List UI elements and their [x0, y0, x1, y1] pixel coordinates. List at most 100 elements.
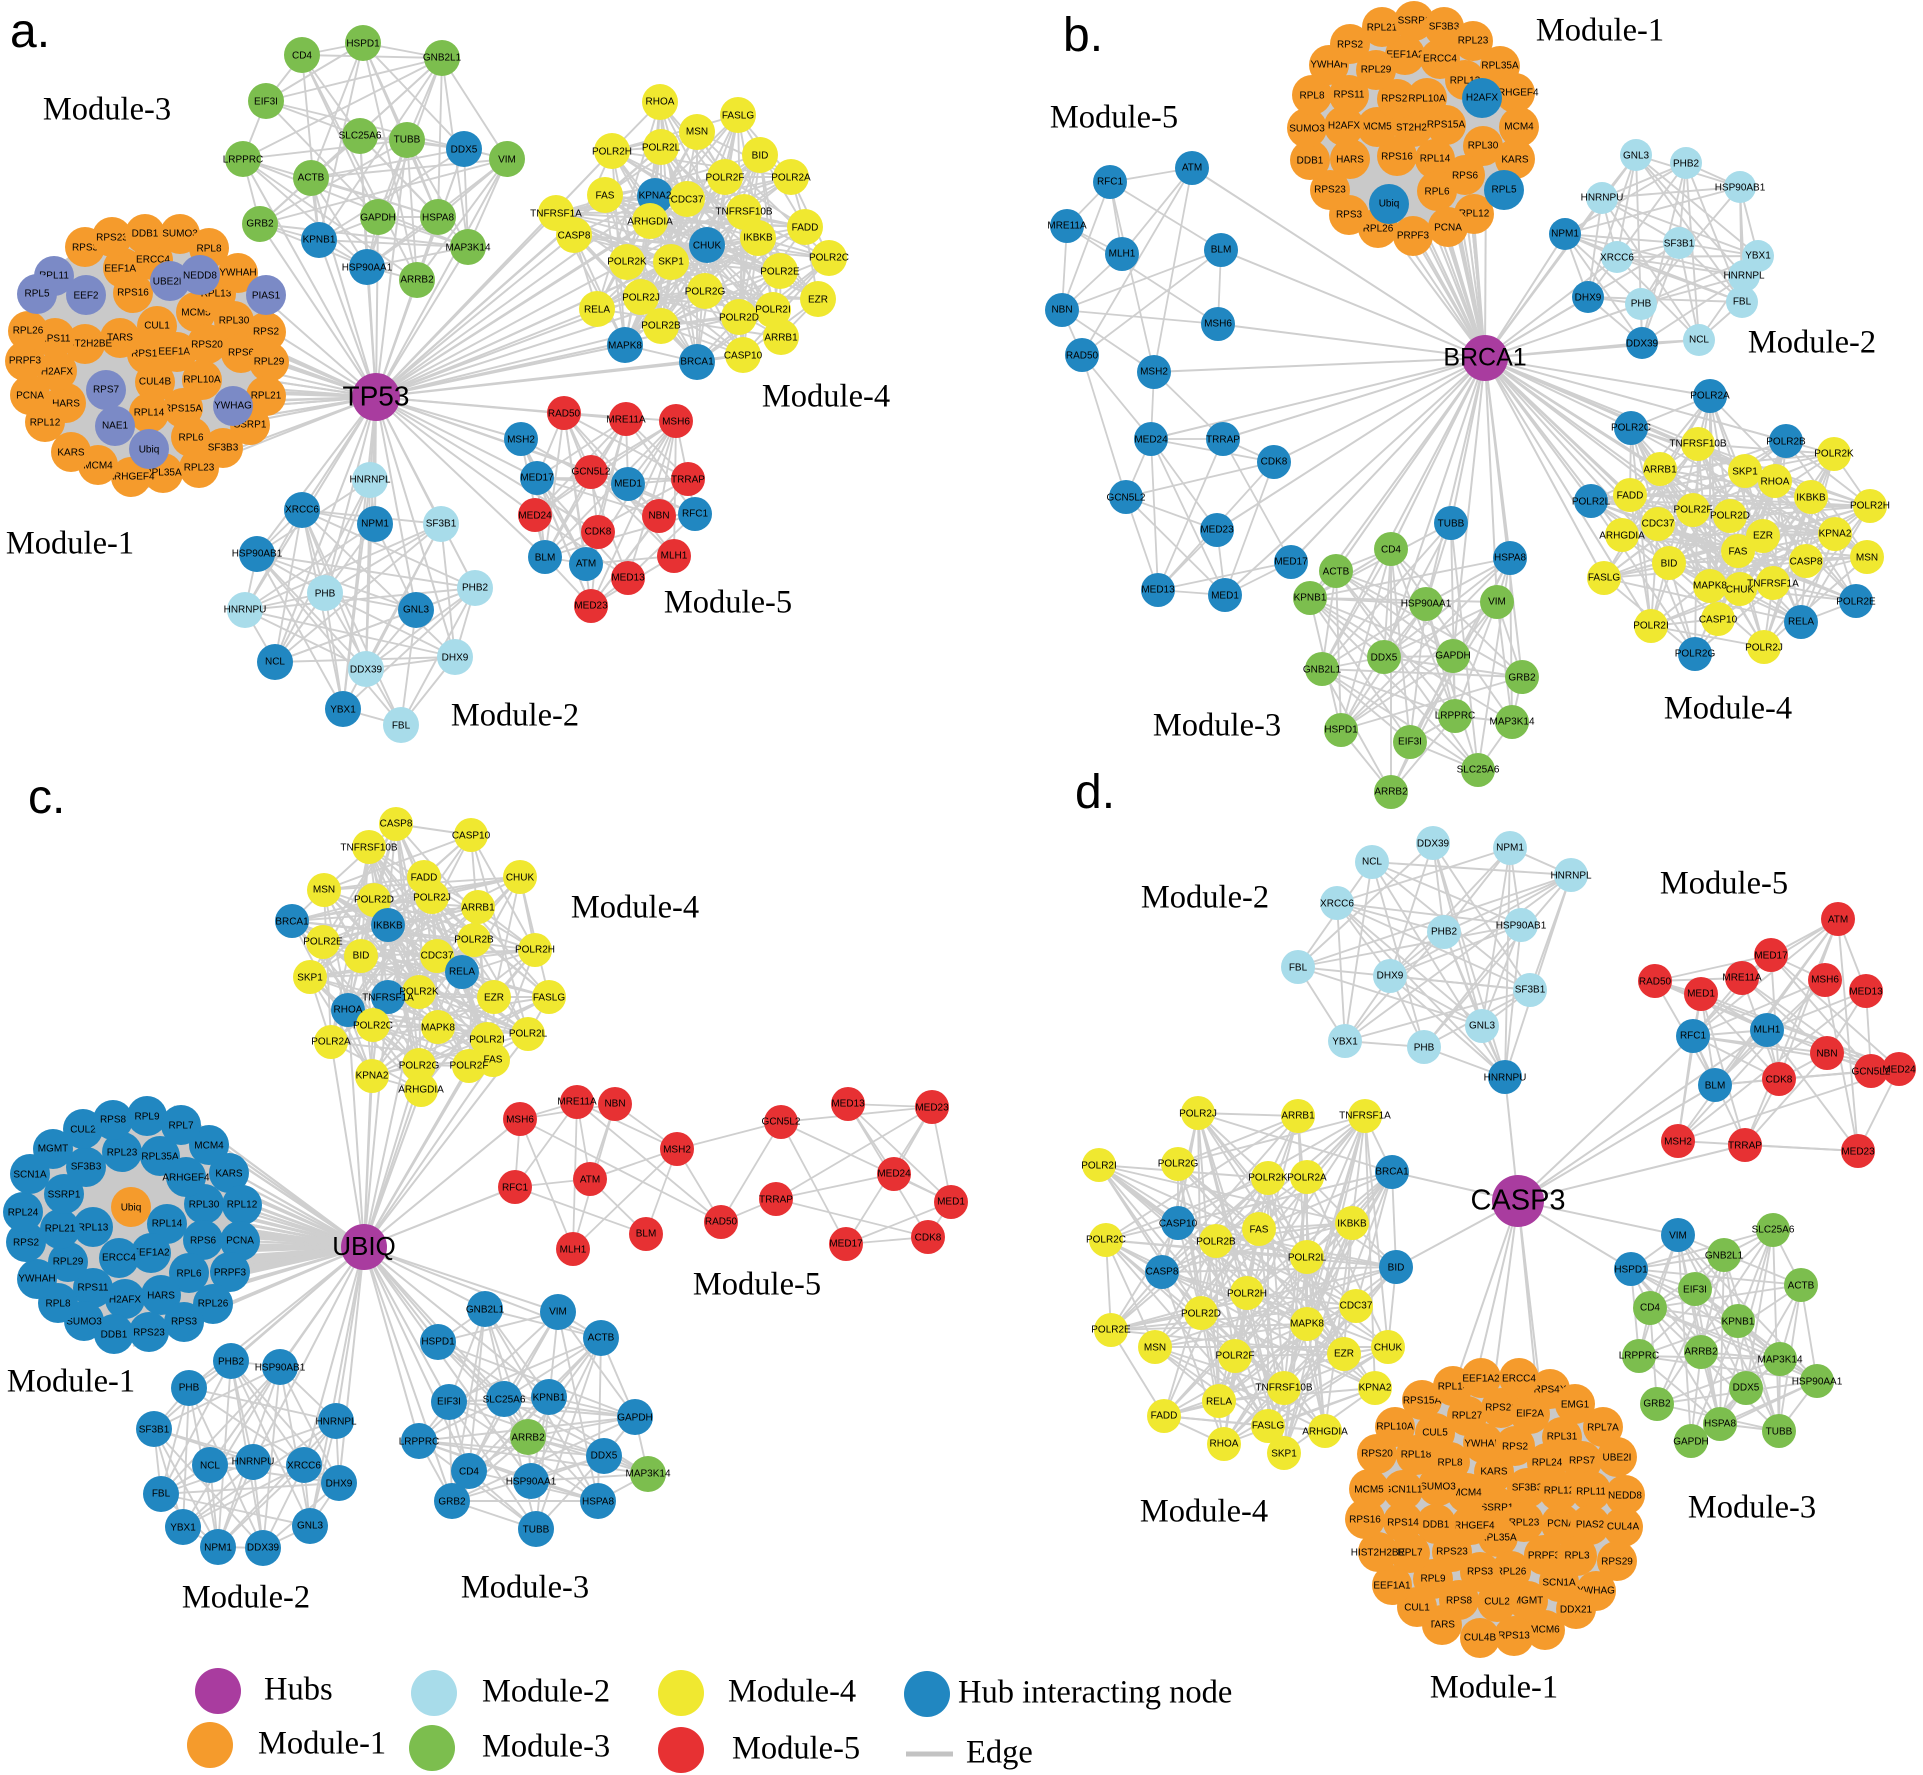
svg-text:POLR2I: POLR2I [1633, 621, 1669, 632]
svg-text:HIST2H2BE: HIST2H2BE [1386, 123, 1441, 134]
svg-text:RPL3: RPL3 [1564, 1551, 1589, 1562]
svg-text:CASP8: CASP8 [380, 819, 413, 830]
svg-text:ARHGDIA: ARHGDIA [627, 217, 673, 228]
svg-text:MED17: MED17 [1754, 951, 1788, 962]
svg-text:IKBKB: IKBKB [743, 233, 773, 244]
svg-text:Module-3: Module-3 [1688, 1489, 1816, 1525]
svg-text:GNL3: GNL3 [297, 1521, 324, 1532]
svg-text:CD4: CD4 [459, 1467, 479, 1478]
svg-text:MED17: MED17 [829, 1239, 863, 1250]
svg-text:CUL1: CUL1 [144, 321, 170, 332]
svg-text:HIST2H2BE: HIST2H2BE [1351, 1548, 1406, 1559]
svg-text:RPS11: RPS11 [40, 334, 71, 345]
svg-text:PHB: PHB [1631, 299, 1652, 310]
svg-text:RPS4X: RPS4X [1534, 1385, 1567, 1396]
svg-text:ARRB2: ARRB2 [511, 1433, 545, 1444]
svg-text:Hub interacting node: Hub interacting node [958, 1674, 1232, 1710]
svg-text:MAP3K14: MAP3K14 [1489, 717, 1534, 728]
svg-text:ATM: ATM [1828, 915, 1848, 926]
svg-text:HSPD1: HSPD1 [421, 1337, 455, 1348]
svg-text:MAP3K14: MAP3K14 [445, 243, 490, 254]
svg-text:RPS20: RPS20 [1361, 1449, 1393, 1460]
svg-text:XRCC6: XRCC6 [1320, 899, 1354, 910]
svg-text:TUBB: TUBB [1438, 519, 1465, 530]
svg-text:NPM1: NPM1 [1496, 843, 1524, 854]
svg-text:HNRNPU: HNRNPU [232, 1457, 275, 1468]
svg-text:CHUK: CHUK [506, 873, 535, 884]
svg-text:YBX1: YBX1 [1332, 1037, 1358, 1048]
svg-text:MED17: MED17 [520, 473, 554, 484]
svg-text:CUL2: CUL2 [1484, 1597, 1510, 1608]
svg-text:NBN: NBN [1051, 305, 1072, 316]
svg-text:MRE11A: MRE11A [557, 1097, 597, 1108]
svg-text:POLR2E: POLR2E [760, 267, 800, 278]
svg-text:RPL10A: RPL10A [1376, 1422, 1414, 1433]
svg-text:POLR2G: POLR2G [399, 1061, 440, 1072]
svg-text:RPL14: RPL14 [1438, 1382, 1469, 1393]
svg-text:DDX39: DDX39 [350, 665, 383, 676]
svg-text:POLR2I: POLR2I [469, 1035, 505, 1046]
svg-text:RPL14: RPL14 [152, 1219, 183, 1230]
svg-text:Ubiq: Ubiq [139, 445, 160, 456]
svg-text:DHX9: DHX9 [442, 653, 469, 664]
svg-text:DDX21: DDX21 [1560, 1605, 1593, 1616]
svg-text:CD4: CD4 [1381, 545, 1401, 556]
svg-text:MSN: MSN [686, 127, 708, 138]
svg-text:RPL9: RPL9 [134, 1112, 159, 1123]
svg-text:NEDD8: NEDD8 [183, 271, 217, 282]
svg-text:YWHAG: YWHAG [1577, 1586, 1615, 1597]
svg-text:MAPK8: MAPK8 [421, 1023, 455, 1034]
svg-text:EZR: EZR [808, 295, 828, 306]
svg-text:POLR2K: POLR2K [1248, 1173, 1288, 1184]
svg-text:HSP90AB1: HSP90AB1 [255, 1363, 306, 1374]
svg-text:EZR: EZR [1753, 531, 1773, 542]
svg-text:RPS7: RPS7 [1569, 1456, 1596, 1467]
svg-text:KARS: KARS [1480, 1467, 1508, 1478]
svg-text:Module-1: Module-1 [1430, 1669, 1558, 1705]
svg-text:KPNA2: KPNA2 [639, 191, 672, 202]
svg-text:CDK8: CDK8 [915, 1233, 942, 1244]
svg-text:RFC1: RFC1 [1680, 1031, 1707, 1042]
svg-text:MED13: MED13 [611, 573, 645, 584]
svg-text:ACTB: ACTB [298, 173, 325, 184]
svg-text:MCM5: MCM5 [1354, 1485, 1384, 1496]
svg-text:EMG1: EMG1 [1561, 1400, 1590, 1411]
svg-text:HNRNPL: HNRNPL [1723, 271, 1765, 282]
svg-text:PIAS1: PIAS1 [252, 291, 281, 302]
svg-text:RHOA: RHOA [1761, 477, 1790, 488]
svg-text:RPL24: RPL24 [8, 1208, 39, 1219]
svg-text:ARRB2: ARRB2 [400, 275, 434, 286]
svg-text:EEF1A1: EEF1A1 [158, 347, 196, 358]
svg-text:RPL13: RPL13 [78, 1223, 109, 1234]
svg-text:CASP8: CASP8 [1790, 557, 1823, 568]
svg-text:BLM: BLM [535, 553, 556, 564]
svg-text:RPL23: RPL23 [1509, 1518, 1540, 1529]
svg-text:SF3B3: SF3B3 [71, 1162, 102, 1173]
svg-text:KPNB1: KPNB1 [1294, 593, 1327, 604]
svg-text:Module-2: Module-2 [1141, 879, 1269, 915]
svg-text:TRRAP: TRRAP [1728, 1141, 1762, 1152]
svg-text:SLC25A6: SLC25A6 [1752, 1225, 1795, 1236]
svg-text:BID: BID [1388, 1263, 1405, 1274]
svg-text:HNRNPL: HNRNPL [315, 1417, 357, 1428]
svg-text:FBL: FBL [392, 721, 411, 732]
svg-text:CASP8: CASP8 [1146, 1267, 1179, 1278]
svg-text:POLR2B: POLR2B [454, 935, 494, 946]
svg-text:PHB2: PHB2 [1431, 927, 1458, 938]
svg-text:RFC1: RFC1 [682, 509, 709, 520]
svg-text:SUMO3: SUMO3 [1289, 124, 1325, 135]
svg-text:SF3B1: SF3B1 [139, 1425, 170, 1436]
svg-text:RPL23: RPL23 [1458, 36, 1489, 47]
svg-text:MCM5: MCM5 [181, 308, 211, 319]
svg-text:BRCA1: BRCA1 [1443, 344, 1526, 372]
svg-text:MED24: MED24 [877, 1169, 911, 1180]
svg-text:PRPF3: PRPF3 [1397, 231, 1430, 242]
svg-text:PCNA: PCNA [1434, 223, 1462, 234]
svg-text:FASLG: FASLG [533, 993, 565, 1004]
svg-text:RPL5: RPL5 [1491, 185, 1516, 196]
svg-text:RPS3: RPS3 [1336, 210, 1363, 221]
svg-text:FAS: FAS [484, 1055, 503, 1066]
svg-text:FAS: FAS [1729, 547, 1748, 558]
svg-text:POLR2F: POLR2F [1674, 505, 1713, 516]
svg-text:FADD: FADD [1151, 1411, 1178, 1422]
